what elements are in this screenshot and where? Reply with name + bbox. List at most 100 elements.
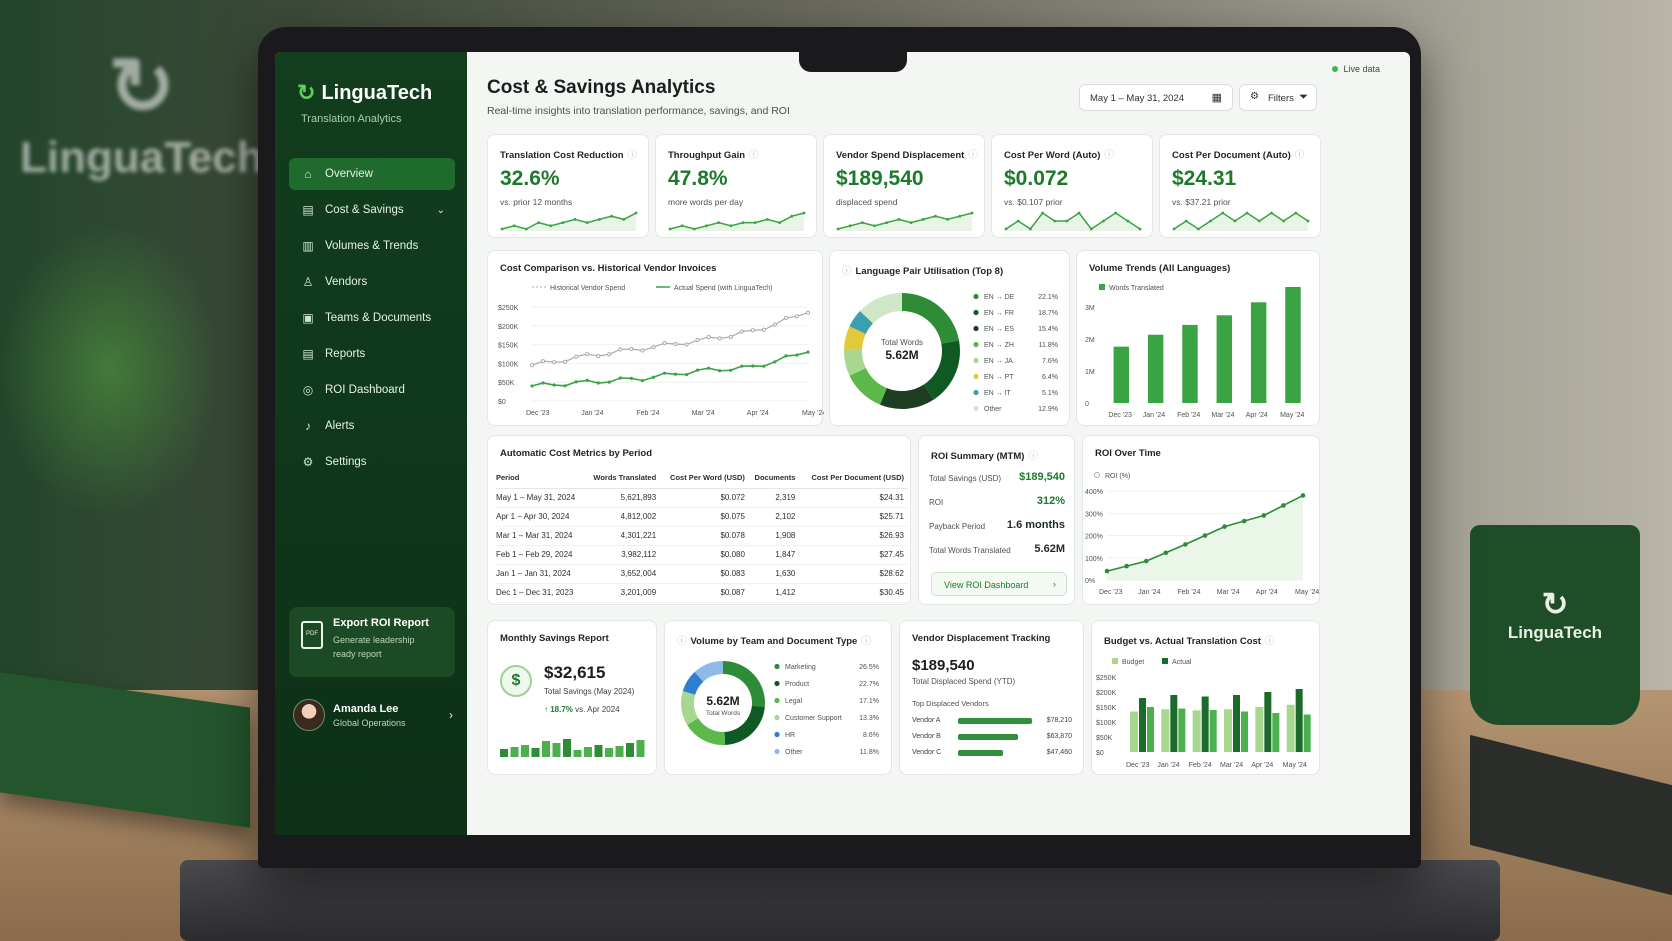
kpi-sparkline — [1004, 211, 1142, 231]
vendor-displacement-sub: Total Displaced Spend (YTD) — [912, 677, 1016, 686]
hist-point — [551, 359, 557, 365]
kpi-title: Translation Cost Reduction ⓘ — [500, 147, 637, 161]
hist-point — [529, 363, 535, 368]
team-volume-slice — [687, 718, 726, 745]
card-title: Vendor Displacement Tracking — [912, 633, 1051, 644]
app-screen: ↻ LinguaTech Translation Analytics ⌂ Overv… — [275, 52, 1410, 835]
budget-vs-actual-chart: Budget Actual $250K $200K $150K $100K $50K $0 De… — [1096, 658, 1311, 769]
kpi-sparkline — [836, 211, 974, 231]
table-cell: Mar 1 – Mar 31, 2024 — [496, 526, 586, 546]
legend-label: Customer Support — [785, 715, 842, 722]
y-tick-label: 2M — [1085, 337, 1095, 344]
table-cell: Dec 1 – Dec 31, 2023 — [496, 583, 586, 603]
main-content: Cost & Savings Analytics Real-time insig… — [467, 52, 1410, 835]
table-header-cell: Documents — [748, 468, 800, 489]
table-cell: $0.083 — [660, 564, 749, 584]
kpi-card: Cost Per Word (Auto) ⓘ $0.072 vs. $0.107 pr… — [991, 134, 1153, 238]
sidebar-item-teams-documents[interactable]: ▣ Teams & Documents — [289, 302, 455, 334]
sidebar-item-vendors[interactable]: ♙ Vendors — [289, 266, 455, 298]
user-profile[interactable]: Amanda Lee Global Operations › — [293, 692, 453, 738]
date-range-picker[interactable]: May 1 – May 31, 2024 ▦ — [1079, 84, 1233, 111]
cost-metrics-table-card: Automatic Cost Metrics by Period Period W… — [487, 435, 911, 605]
x-tick-label: Mar '24 — [692, 410, 715, 417]
gear-icon: ⚙ — [302, 455, 314, 469]
sparkline-point — [1053, 219, 1057, 223]
savings-bar — [573, 750, 582, 757]
sidebar-item-overview[interactable]: ⌂ Overview — [289, 158, 455, 190]
sparkline-point — [1270, 211, 1273, 215]
kpi-title-text: Vendor Spend Displacement — [836, 150, 965, 161]
brand-logo[interactable]: ↻ LinguaTech — [297, 80, 433, 105]
sidebar-item-label: Settings — [325, 456, 367, 468]
y-tick-label: $250K — [498, 305, 519, 312]
actual-bar — [1139, 698, 1146, 752]
actual-point — [618, 376, 622, 380]
sidebar-item-reports[interactable]: ▤ Reports — [289, 338, 455, 370]
sparkline-point — [524, 227, 528, 231]
roi-row-label: Total Words Translated — [929, 546, 1011, 555]
monthly-savings-change: ↑ 18.7% vs. Apr 2024 — [544, 705, 620, 714]
sidebar-item-roi-dashboard[interactable]: ◎ ROI Dashboard — [289, 374, 455, 406]
sidebar-item-label: Volumes & Trends — [325, 240, 419, 252]
hist-point — [761, 327, 766, 332]
view-roi-dashboard-button[interactable]: View ROI Dashboard › — [931, 572, 1067, 596]
sparkline-point — [668, 227, 672, 231]
actual-point — [651, 375, 656, 379]
actual-bar — [1264, 692, 1272, 752]
cost-comparison-card: Cost Comparison vs. Historical Vendor In… — [487, 250, 824, 426]
vendor-amount: $63,870 — [1046, 733, 1072, 740]
page-title: Cost & Savings Analytics — [487, 77, 716, 98]
roi-point — [1124, 563, 1129, 569]
export-roi-report-button[interactable]: PDF Export ROI Report Generate leadershi… — [289, 607, 455, 677]
table-cell: 3,201,009 — [585, 583, 661, 603]
volume-bar — [1285, 287, 1301, 403]
roi-summary-card: ROI Summary (MTM) ⓘ Total Savings (USD) $1… — [918, 435, 1075, 605]
table-row[interactable]: Apr 1 – Apr 30, 2024 4,812,002 $0.075 2,102… — [496, 507, 908, 527]
sparkline-point — [1233, 219, 1237, 223]
budget-bar — [1255, 707, 1264, 752]
actual-point — [563, 384, 567, 388]
legend-swatch — [973, 357, 979, 364]
x-tick-label: Feb '24 — [636, 410, 659, 417]
table-row[interactable]: May 1 – May 31, 2024 5,621,893 $0.072 2,319… — [496, 488, 908, 508]
table-row[interactable]: Jan 1 – Jan 31, 2024 3,652,004 $0.083 1,630… — [496, 564, 908, 584]
language-pair-slice — [844, 326, 866, 350]
legend-swatch — [973, 373, 979, 380]
roi-summary-row: ROI 312% — [929, 495, 1065, 507]
kpi-note: vs. prior 12 months — [500, 197, 573, 207]
table-row[interactable]: Feb 1 – Feb 29, 2024 3,982,112 $0.080 1,847… — [496, 545, 908, 565]
actual-bar — [1147, 707, 1154, 752]
x-tick-label: Apr '24 — [1246, 412, 1268, 419]
legend-pct: 5.1% — [1042, 390, 1058, 397]
table-row[interactable]: Dec 1 – Dec 31, 2023 3,201,009 $0.087 1,412… — [496, 583, 908, 603]
volume-bar — [1182, 324, 1198, 403]
y-tick-label: 400% — [1085, 489, 1103, 496]
sidebar-item-settings[interactable]: ⚙ Settings — [289, 446, 455, 478]
sparkline-point — [1172, 227, 1176, 231]
kpi-title-text: Cost Per Word (Auto) — [1004, 150, 1101, 161]
chevron-right-icon: › — [449, 708, 453, 722]
info-icon: ⓘ — [1294, 150, 1305, 161]
roi-point — [1222, 524, 1227, 529]
table-header-cell: Cost Per Document (USD) — [799, 468, 908, 489]
y-tick-label: $200K — [1096, 690, 1117, 697]
sidebar-item-volumes-trends[interactable]: ▥ Volumes & Trends — [289, 230, 455, 262]
vendor-name: Vendor C — [912, 749, 942, 756]
sparkline-point — [1126, 219, 1130, 223]
table-row[interactable]: Mar 1 – Mar 31, 2024 4,301,221 $0.078 1,908… — [496, 526, 908, 546]
sparkline-point — [836, 227, 840, 231]
savings-bar — [510, 747, 519, 757]
settings-sliders-icon: ⚙ — [1250, 91, 1259, 102]
budget-bar — [1130, 711, 1138, 752]
filters-button[interactable]: ⚙ Filters ⏷ — [1239, 84, 1317, 111]
sparkline-point — [753, 221, 757, 224]
legend-pct: 13.3% — [859, 715, 879, 722]
sidebar-item-cost-savings[interactable]: ▤ Cost & Savings ⌄ — [289, 194, 455, 226]
x-tick-label: Mar '24 — [1217, 589, 1240, 596]
roi-row-value: 312% — [1036, 495, 1065, 507]
table-cell: $25.71 — [799, 507, 908, 527]
sidebar-item-alerts[interactable]: ♪ Alerts — [289, 410, 455, 442]
x-tick-label: Jan '24 — [1138, 589, 1160, 596]
hist-point — [673, 341, 678, 347]
actual-point — [530, 384, 534, 388]
